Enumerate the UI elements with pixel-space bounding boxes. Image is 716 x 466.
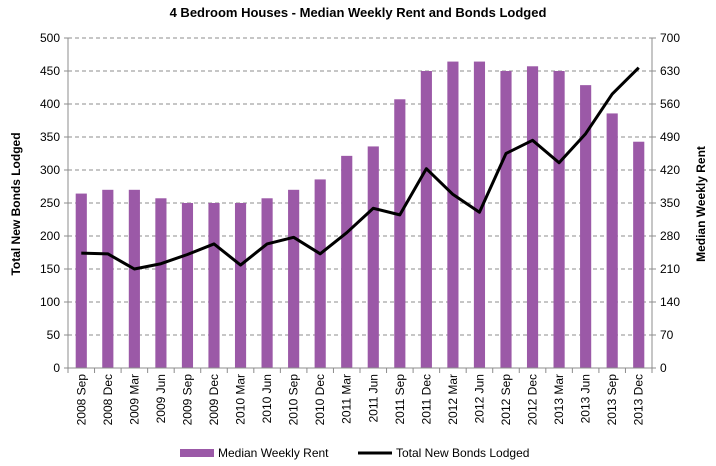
bar-2010-jun	[261, 198, 273, 368]
legend-swatch-median-weekly-rent	[180, 449, 214, 457]
bar-2012-mar	[447, 61, 459, 368]
x-tick-label: 2012 Sep	[499, 374, 513, 426]
x-tick-label: 2012 Jun	[472, 374, 486, 423]
line-total-new-bonds-lodged	[81, 66, 640, 271]
bar-2009-dec	[208, 203, 220, 368]
right-tick-label: 0	[660, 361, 667, 375]
x-tick-label: 2010 Sep	[287, 374, 301, 426]
x-axis-ticks: 2008 Sep 2008 Dec 2009 Mar 2009 Jun 2009 Sep…	[67, 368, 653, 426]
x-tick-label: 2010 Dec	[313, 374, 327, 425]
x-tick-label: 2013 Sep	[605, 374, 619, 426]
bar-2012-dec	[526, 66, 539, 369]
left-tick-label: 150	[40, 262, 60, 276]
right-tick-label: 490	[660, 130, 680, 144]
left-tick-label: 450	[40, 64, 60, 78]
x-tick-label: 2011 Jun	[366, 374, 380, 423]
x-tick-label: 2009 Jun	[154, 374, 168, 423]
right-axis-title: Median Weekly Rent	[694, 146, 708, 262]
bars	[75, 61, 645, 369]
right-tick-label: 630	[660, 64, 680, 78]
x-tick-label: 2011 Mar	[340, 374, 354, 424]
right-tick-label: 210	[660, 262, 680, 276]
bar-2011-mar	[341, 155, 353, 368]
right-axis-ticks: 0 70 140 210 280 350 420 490 560 630 700	[652, 31, 680, 375]
bar-2009-mar	[128, 189, 140, 368]
x-tick-label: 2011 Sep	[393, 374, 407, 425]
x-tick-label: 2009 Mar	[127, 374, 141, 425]
bar-2013-jun	[580, 85, 592, 369]
right-tick-label: 420	[660, 163, 680, 177]
bar-2010-sep	[288, 189, 300, 368]
x-tick-label: 2010 Jun	[260, 374, 274, 423]
x-tick-label: 2008 Dec	[101, 374, 115, 425]
left-tick-label: 400	[40, 97, 60, 111]
x-tick-label: 2011 Dec	[419, 374, 433, 424]
bar-2012-jun	[473, 61, 486, 368]
x-tick-label: 2013 Mar	[552, 374, 566, 425]
bar-2010-mar	[234, 203, 247, 368]
x-tick-label: 2013 Dec	[632, 374, 646, 425]
right-tick-label: 140	[660, 295, 680, 309]
bar-2009-jun	[155, 198, 167, 368]
bar-2012-sep	[500, 71, 512, 368]
bar-2013-dec	[633, 141, 645, 368]
left-tick-label: 0	[53, 361, 60, 375]
right-tick-label: 280	[660, 229, 680, 243]
bar-2011-dec	[420, 71, 432, 368]
left-tick-label: 200	[40, 229, 60, 243]
right-tick-label: 700	[660, 31, 680, 45]
left-axis-title: Total New Bonds Lodged	[9, 132, 23, 275]
left-tick-label: 250	[40, 196, 60, 210]
bar-2008-dec	[102, 189, 114, 368]
legend-label-median-weekly-rent: Median Weekly Rent	[218, 446, 329, 460]
bar-2013-sep	[606, 113, 618, 368]
left-axis-ticks: 0 50 100 150 200 250 300 350 400 450 500	[40, 31, 68, 375]
left-tick-label: 100	[40, 295, 60, 309]
right-tick-label: 350	[660, 196, 680, 210]
bar-2011-sep	[394, 99, 406, 369]
chart-title: 4 Bedroom Houses - Median Weekly Rent an…	[170, 5, 547, 20]
x-tick-label: 2012 Dec	[526, 374, 540, 425]
bar-2008-sep	[75, 193, 87, 368]
legend-label-total-new-bonds-lodged: Total New Bonds Lodged	[396, 446, 529, 460]
x-tick-label: 2010 Mar	[234, 374, 248, 425]
left-tick-label: 500	[40, 31, 60, 45]
x-tick-label: 2012 Mar	[446, 374, 460, 425]
left-tick-label: 350	[40, 130, 60, 144]
bar-2013-mar	[553, 71, 565, 368]
x-tick-label: 2009 Dec	[207, 374, 221, 425]
right-tick-label: 70	[660, 328, 674, 342]
bar-2009-sep	[181, 203, 194, 368]
bar-2010-dec	[314, 179, 326, 368]
left-tick-label: 50	[47, 328, 61, 342]
x-tick-label: 2009 Sep	[180, 374, 194, 426]
bar-2011-jun	[367, 146, 379, 368]
left-tick-label: 300	[40, 163, 60, 177]
right-tick-label: 560	[660, 97, 680, 111]
legend: Median Weekly Rent Total New Bonds Lodge…	[180, 446, 529, 460]
x-tick-label: 2013 Jun	[579, 374, 593, 423]
x-tick-label: 2008 Sep	[74, 374, 88, 426]
line-series	[81, 66, 640, 271]
